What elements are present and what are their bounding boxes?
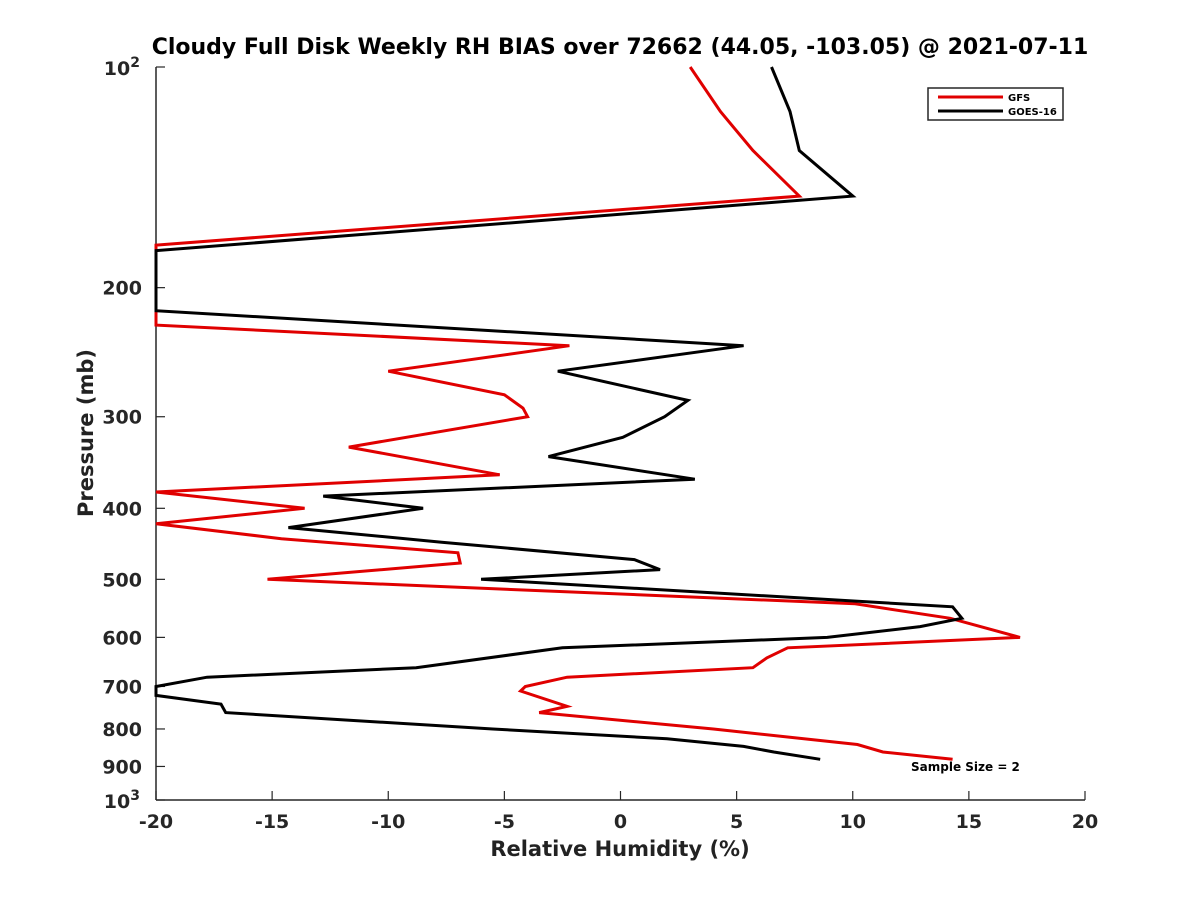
legend-label-goes-16: GOES-16: [1008, 107, 1057, 118]
x-tick-label: -10: [371, 811, 405, 833]
legend: GFS GOES-16: [927, 87, 1064, 121]
y-tick-label-bottom: 103: [104, 788, 140, 813]
x-tick-label: -20: [139, 811, 173, 833]
plot-axes: -20 -15 -10 -5 0 5 10 15 20 200 300 400 500 600 700 800…: [102, 55, 1098, 833]
legend-label-gfs: GFS: [1008, 93, 1030, 104]
x-tick-label: -15: [255, 811, 289, 833]
y-tick-label: 400: [102, 498, 142, 520]
x-tick-label: 0: [614, 811, 627, 833]
series-line-gfs: [154, 66, 1021, 761]
y-tick-label: 600: [102, 627, 142, 649]
y-axis-label: Pressure (mb): [74, 349, 98, 517]
x-tick-label: -5: [494, 811, 515, 833]
sample-size-annotation: Sample Size = 2: [911, 760, 1020, 774]
y-tick-label: 300: [102, 407, 142, 429]
legend-box: [927, 87, 1064, 121]
x-tick-label: 15: [956, 811, 982, 833]
x-axis-label: Relative Humidity (%): [490, 837, 749, 861]
y-tick-label: 700: [102, 676, 142, 698]
y-tick-label: 500: [102, 569, 142, 591]
chart-title: Cloudy Full Disk Weekly RH BIAS over 726…: [152, 35, 1089, 60]
y-tick-label: 900: [102, 756, 142, 778]
y-tick-label-top: 102: [104, 55, 140, 80]
series-layer: [154, 66, 1021, 761]
x-tick-label: 5: [730, 811, 743, 833]
x-tick-label: 10: [840, 811, 866, 833]
x-tick-label: 20: [1072, 811, 1098, 833]
y-tick-label: 200: [102, 278, 142, 300]
y-tick-label: 800: [102, 719, 142, 741]
series-line-goes-16: [154, 66, 965, 761]
